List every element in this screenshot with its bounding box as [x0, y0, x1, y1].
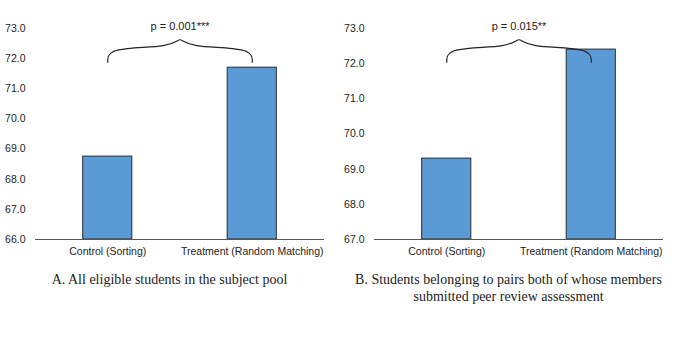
svg-text:Control (Sorting): Control (Sorting): [408, 245, 485, 257]
svg-text:68.0: 68.0: [344, 198, 365, 210]
svg-text:Treatment (Random Matching): Treatment (Random Matching): [520, 245, 663, 257]
svg-text:Treatment (Random Matching): Treatment (Random Matching): [181, 245, 324, 257]
html-text:B. Students belonging to pairs: B. Students belonging to pairs both of w…: [355, 272, 662, 304]
svg-text:73.0: 73.0: [344, 22, 365, 34]
svg-text:71.0: 71.0: [344, 92, 365, 104]
svg-text:67.0: 67.0: [344, 233, 365, 245]
svg-text:Control (Sorting): Control (Sorting): [69, 245, 146, 257]
svg-text:p = 0.001***: p = 0.001***: [150, 20, 210, 32]
svg-text:70.0: 70.0: [5, 112, 26, 124]
svg-text:71.0: 71.0: [5, 82, 26, 94]
svg-text:72.0: 72.0: [5, 52, 26, 64]
svg-text:70.0: 70.0: [344, 127, 365, 139]
svg-text:66.0: 66.0: [5, 233, 26, 245]
svg-text:p = 0.015**: p = 0.015**: [492, 20, 547, 32]
svg-text:69.0: 69.0: [5, 142, 26, 154]
svg-text:67.0: 67.0: [5, 203, 26, 215]
svg-text:68.0: 68.0: [5, 173, 26, 185]
svg-text:73.0: 73.0: [5, 22, 26, 34]
svg-text:72.0: 72.0: [344, 57, 365, 69]
html-text:A. All eligible students in th: A. All eligible students in the subject …: [51, 272, 288, 287]
svg-text:69.0: 69.0: [344, 163, 365, 175]
